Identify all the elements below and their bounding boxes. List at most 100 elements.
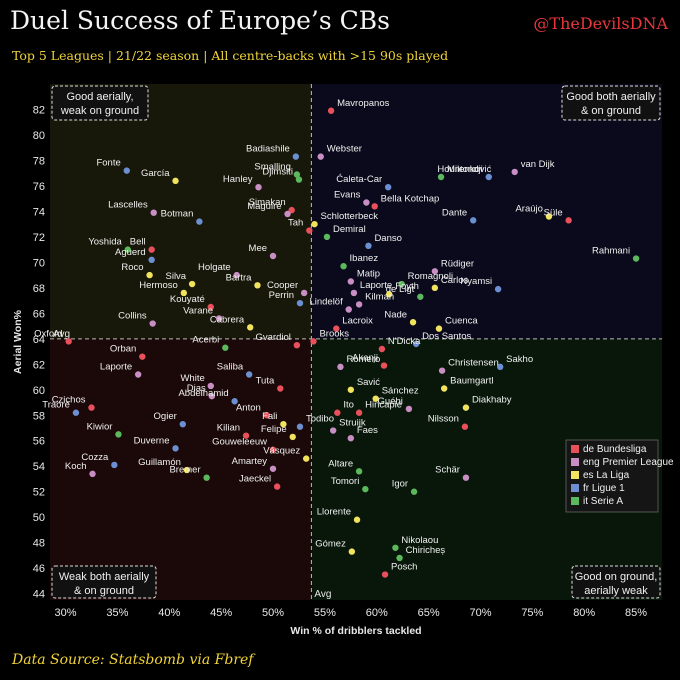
point-label: Romagnoli	[408, 271, 453, 282]
data-point	[295, 176, 303, 183]
data-point	[231, 398, 238, 405]
data-point	[398, 280, 405, 288]
y-tick-label: 70	[33, 257, 45, 269]
data-point	[179, 420, 186, 428]
legend-swatch	[571, 484, 579, 492]
legend-label: it Serie A	[583, 496, 623, 507]
data-point	[289, 433, 296, 441]
point-label: Saliba	[217, 361, 244, 372]
data-point	[306, 227, 313, 234]
data-point	[462, 404, 470, 411]
data-point	[203, 474, 210, 481]
data-source: Data Source: Statsbomb via Fbref	[12, 652, 254, 668]
point-label: Bremer	[169, 465, 200, 476]
y-tick-label: 60	[33, 385, 45, 397]
y-tick-label: 58	[33, 410, 45, 422]
data-point	[208, 392, 216, 400]
point-label: Evans	[334, 189, 361, 200]
point-label: Araújo	[515, 204, 542, 215]
x-tick-label: 85%	[625, 607, 647, 619]
data-point	[496, 363, 504, 371]
data-point	[405, 405, 413, 413]
data-point	[180, 289, 188, 297]
point-label: Acerbi	[192, 335, 219, 346]
quadrant-top-right-label-text: Good both aerially	[566, 91, 656, 103]
data-point	[378, 345, 386, 353]
point-label: Schlotterbeck	[321, 211, 379, 222]
data-point	[124, 246, 131, 253]
data-point	[89, 470, 96, 478]
data-point	[148, 246, 155, 253]
point-label: Smalling	[254, 161, 290, 172]
point-label: Badiashile	[246, 144, 290, 155]
point-label: Kouyaté	[170, 294, 205, 305]
point-label: Guillamón	[138, 457, 181, 468]
data-point	[293, 171, 301, 178]
point-label: Kiwior	[87, 421, 113, 432]
data-point	[115, 431, 122, 438]
point-label: Tomori	[331, 476, 360, 487]
point-label: Kilian	[217, 423, 240, 434]
y-tick-label: 44	[33, 589, 45, 601]
x-tick-label: 80%	[573, 607, 595, 619]
point-label: Aguerd	[115, 247, 146, 258]
legend-swatch	[571, 445, 579, 453]
point-label: Igor	[392, 479, 408, 490]
point-label: Danso	[374, 233, 401, 244]
data-point	[392, 544, 399, 551]
x-tick-label: 70%	[469, 607, 491, 619]
data-point	[340, 262, 347, 270]
data-point	[65, 338, 72, 345]
quadrant-top-left-label-text: weak on ground	[60, 105, 139, 117]
data-point	[273, 483, 281, 490]
point-label: Gouweleeuw	[212, 437, 267, 448]
point-label: Traoré	[42, 400, 70, 411]
data-point	[333, 325, 340, 332]
point-label: Czichos	[52, 395, 86, 406]
point-label: White	[180, 373, 204, 384]
data-point	[269, 465, 277, 472]
point-label: Gómez	[315, 539, 346, 550]
data-point	[296, 299, 304, 307]
data-point	[348, 548, 356, 555]
data-point	[254, 282, 261, 289]
x-tick-label: 40%	[158, 607, 180, 619]
point-label: Posch	[391, 562, 417, 573]
y-tick-label: 78	[33, 155, 45, 167]
data-point	[222, 344, 229, 351]
point-label: Collins	[118, 311, 147, 322]
point-label: Vásquez	[263, 446, 300, 457]
point-label: Webster	[327, 144, 362, 155]
data-point	[409, 319, 417, 326]
y-tick-label: 82	[33, 104, 45, 116]
point-label: Mavropanos	[337, 98, 390, 109]
x-tick-label: 50%	[262, 607, 284, 619]
point-label: Ogier	[154, 411, 177, 422]
point-label: Diakhaby	[472, 395, 512, 406]
y-tick-label: 66	[33, 308, 45, 320]
point-label: Simakan	[249, 197, 286, 208]
point-label: Todibo	[306, 414, 334, 425]
point-label: Mee	[249, 243, 267, 254]
point-label: Ito	[343, 400, 354, 411]
point-label: Cooper	[267, 280, 298, 291]
point-label: Bell	[130, 237, 146, 248]
data-point	[172, 177, 179, 185]
data-point	[123, 167, 130, 174]
point-label: Cuenca	[445, 316, 478, 327]
point-label: Guéhi	[378, 396, 403, 407]
data-point	[111, 461, 118, 469]
chart-subtitle: Top 5 Leagues | 21/22 season | All centr…	[12, 48, 449, 63]
data-point	[363, 199, 370, 206]
x-tick-label: 35%	[106, 607, 128, 619]
data-point	[334, 409, 341, 416]
point-label: Jaeckel	[239, 474, 271, 485]
point-label: Romero	[346, 354, 380, 365]
quadrant-top-left-label-box	[51, 85, 149, 121]
point-label: Roco	[121, 262, 143, 273]
data-point	[565, 217, 572, 224]
data-point	[347, 278, 355, 285]
point-label: Koch	[65, 461, 87, 472]
point-label: de Ligt	[386, 284, 415, 295]
data-point	[431, 268, 439, 275]
